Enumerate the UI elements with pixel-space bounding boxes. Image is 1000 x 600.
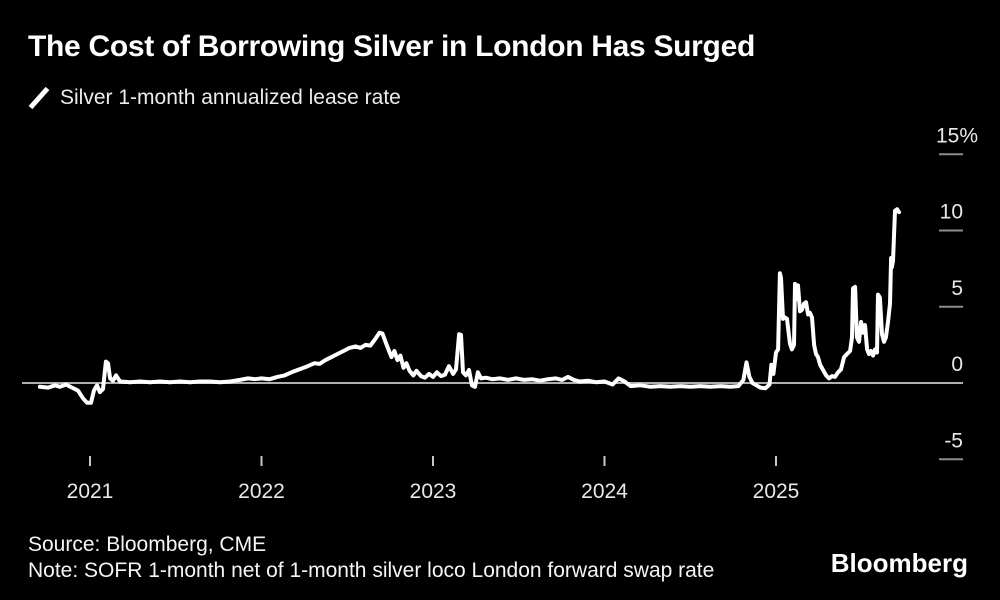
y-axis-label: 5 <box>951 277 963 300</box>
y-axis-label: 0 <box>951 353 963 376</box>
bloomberg-logo: Bloomberg <box>830 548 968 578</box>
x-axis-label: 2023 <box>410 480 457 503</box>
legend-label: Silver 1-month annualized lease rate <box>60 86 401 109</box>
series-line-marker-icon <box>28 86 50 110</box>
y-axis-label: 10 <box>940 201 963 224</box>
lease-rate-line <box>37 207 901 405</box>
y-axis: 15% 10 5 0 -5 <box>936 124 978 461</box>
x-axis-label: 2021 <box>67 480 114 503</box>
y-axis-label: 15% <box>936 124 978 147</box>
legend: Silver 1-month annualized lease rate <box>28 86 401 110</box>
y-axis-label: -5 <box>944 429 963 452</box>
page-title: The Cost of Borrowing Silver in London H… <box>28 30 755 63</box>
x-axis: 2021 2022 2023 2024 2025 <box>67 456 800 503</box>
x-axis-label: 2025 <box>753 480 800 503</box>
note-text: Note: SOFR 1-month net of 1-month silver… <box>28 559 715 582</box>
source-text: Source: Bloomberg, CME <box>28 533 267 556</box>
x-axis-label: 2024 <box>581 480 628 503</box>
x-axis-label: 2022 <box>238 480 285 503</box>
